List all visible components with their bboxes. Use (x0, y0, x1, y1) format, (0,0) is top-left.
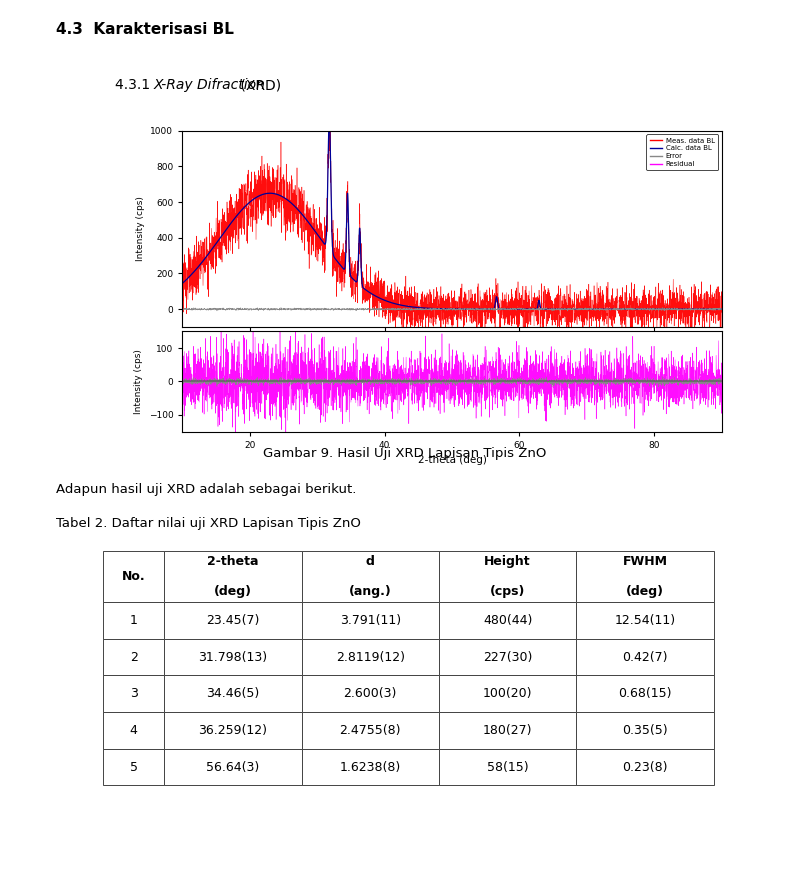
Text: Tabel 2. Daftar nilai uji XRD Lapisan Tipis ZnO: Tabel 2. Daftar nilai uji XRD Lapisan Ti… (56, 517, 360, 530)
Error (408, 303, 418, 314)
Calc. data BL (569, 304, 579, 315)
Calc. data BL (717, 304, 726, 315)
Legend: Meas. data BL, Calc. data BL, Error, Residual: Meas. data BL, Calc. data BL, Error, Res… (646, 134, 718, 170)
Meas. data BL (717, 307, 726, 317)
Meas. data BL (408, 304, 418, 315)
Y-axis label: Intensity (cps): Intensity (cps) (136, 196, 145, 262)
Line: Error: Error (182, 308, 722, 311)
Calc. data BL (434, 303, 443, 314)
X-axis label: 2-theta (deg): 2-theta (deg) (418, 455, 486, 466)
Text: (XRD): (XRD) (236, 78, 281, 92)
Meas. data BL (434, 305, 443, 316)
Meas. data BL (674, 322, 684, 332)
Calc. data BL (324, 112, 334, 122)
Meas. data BL (399, 340, 408, 351)
Text: Gambar 9. Hasil Uji XRD Lapisan Tipis ZnO: Gambar 9. Hasil Uji XRD Lapisan Tipis Zn… (262, 447, 546, 460)
Text: 4.3  Karakterisasi BL: 4.3 Karakterisasi BL (56, 22, 233, 37)
Text: 4.3.1: 4.3.1 (115, 78, 167, 92)
Meas. data BL (178, 291, 187, 302)
Meas. data BL (569, 299, 579, 310)
Line: Calc. data BL: Calc. data BL (182, 117, 722, 310)
Error (547, 306, 557, 317)
Calc. data BL (673, 304, 683, 315)
Error (404, 304, 414, 315)
Meas. data BL (404, 316, 414, 326)
Error (657, 303, 667, 313)
Calc. data BL (700, 304, 710, 315)
Error (717, 303, 726, 314)
Error (700, 303, 710, 314)
Y-axis label: Intensity (cps): Intensity (cps) (134, 349, 143, 414)
Text: X-Ray Difraction: X-Ray Difraction (153, 78, 265, 92)
Calc. data BL (404, 302, 414, 312)
Calc. data BL (408, 302, 418, 312)
Error (178, 304, 187, 315)
Text: Adapun hasil uji XRD adalah sebagai berikut.: Adapun hasil uji XRD adalah sebagai beri… (56, 483, 356, 495)
Error (569, 304, 579, 315)
Calc. data BL (178, 278, 187, 289)
Meas. data BL (700, 300, 710, 310)
Error (674, 304, 684, 315)
Meas. data BL (325, 83, 335, 93)
Error (434, 304, 443, 315)
Line: Meas. data BL: Meas. data BL (182, 88, 722, 345)
